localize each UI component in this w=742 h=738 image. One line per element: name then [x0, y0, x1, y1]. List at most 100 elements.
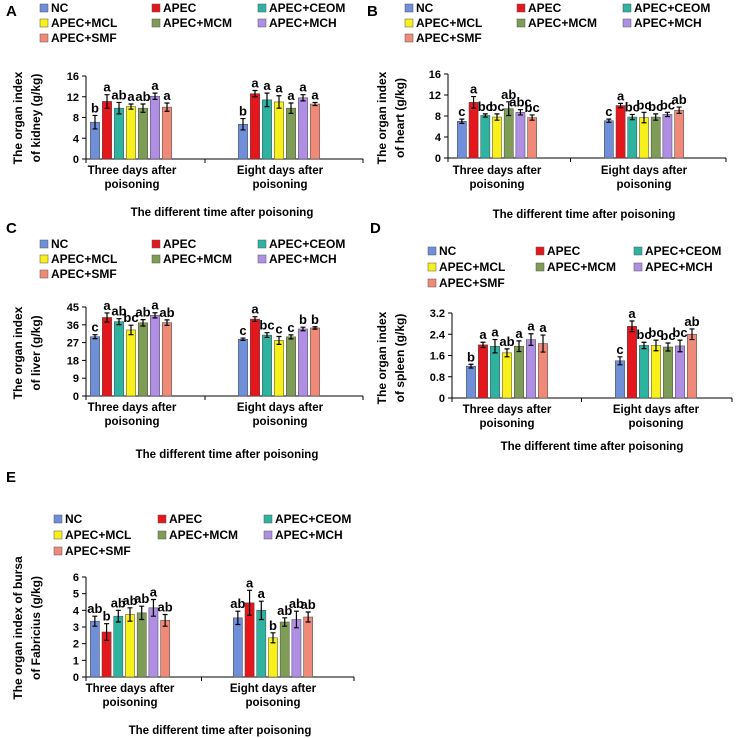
x-category-label: Eight days after poisoning [230, 683, 317, 709]
y-tick-label: 0 [435, 153, 441, 165]
significance-letter: c [239, 323, 246, 338]
panel-label-e: E [6, 469, 16, 486]
x-axis-label: The different time after poisoning [493, 209, 676, 221]
legend-swatch [427, 262, 437, 272]
y-tick-label: 12 [67, 92, 79, 104]
error-bar [480, 341, 486, 349]
y-tick-label: 3.2 [430, 308, 445, 320]
error-bar [305, 611, 311, 623]
legend-swatch [53, 530, 63, 540]
significance-letter: a [163, 88, 171, 103]
significance-letter: a [617, 88, 625, 103]
error-bar [252, 316, 258, 323]
x-category-label: Three days after poisoning [88, 402, 177, 428]
legend-entry: APEC [163, 237, 197, 251]
y-tick-label: 4 [73, 605, 80, 617]
legend-entry: APEC+MCM [169, 528, 238, 542]
bar [639, 345, 649, 399]
significance-letter: bc [259, 318, 274, 333]
significance-letter: a [299, 80, 307, 95]
significance-letter: b [299, 312, 307, 327]
significance-letter: bc [123, 310, 138, 325]
legend-entry: APEC+MCL [51, 16, 117, 30]
error-bar [517, 109, 523, 116]
significance-letter: a [151, 78, 159, 93]
bar [114, 107, 124, 160]
bar [490, 345, 500, 399]
error-bar [116, 318, 122, 326]
x-category-label: Three days after poisoning [453, 165, 542, 191]
x-axis-label: The different time after poisoning [129, 725, 312, 737]
error-bar [516, 340, 522, 353]
x-category-label: Three days after poisoning [463, 404, 552, 430]
significance-letter: bc [648, 99, 663, 114]
panel-d: D NC APEC APEC+CEOM APEC+MCL APEC+MCM APEC+MCH… [370, 220, 733, 453]
panel-a: A NC APEC APEC+CEOM APEC+MCL APEC+MCM APEC+MCH… [6, 1, 364, 219]
error-bar [150, 598, 156, 617]
legend-entry: APEC+MCM [528, 16, 597, 30]
bar [162, 106, 172, 160]
significance-letter: ab [134, 591, 149, 606]
error-bar [92, 114, 98, 130]
significance-letter: bc [648, 325, 663, 340]
legend-swatch [39, 3, 49, 13]
bar [138, 322, 148, 397]
significance-letter: ab [135, 89, 150, 104]
legend-entry: APEC+MCL [416, 16, 482, 30]
bar [480, 115, 491, 159]
significance-letter: a [150, 585, 158, 600]
legend-entry: APEC [528, 1, 562, 15]
significance-letter: abc [509, 95, 531, 110]
x-category-label: Three days after poisoning [86, 683, 175, 709]
error-bar [482, 113, 488, 118]
y-tick-label: 3 [73, 622, 79, 634]
legend-swatch [633, 246, 643, 256]
legend-swatch [263, 514, 273, 524]
legend-entry: APEC+SMF [51, 267, 117, 281]
significance-letter: a [287, 88, 295, 103]
legend-entry: APEC+MCM [547, 260, 616, 274]
legend-swatch [257, 3, 267, 13]
x-axis-label: The different time after poisoning [131, 207, 314, 219]
error-bar [264, 332, 270, 339]
x-axis-label: The different time after poisoning [136, 449, 319, 461]
error-bar [128, 324, 134, 336]
error-bar [282, 617, 288, 627]
error-bar [128, 103, 134, 110]
y-tick-label: 0 [73, 672, 79, 684]
significance-letter: a [527, 319, 535, 334]
y-axis-label: The organ index of spleen (g/kg) [375, 311, 407, 404]
x-category-label: Eight days after poisoning [237, 402, 324, 428]
error-bar [152, 92, 158, 100]
legend-swatch [404, 18, 414, 28]
x-axis-label: The different time after poisoning [501, 441, 684, 453]
significance-letter: ab [672, 92, 687, 107]
x-category-label: Eight days after poisoning [613, 404, 700, 430]
significance-letter: bc [636, 327, 651, 342]
bar [286, 107, 296, 160]
significance-letter: ab [501, 87, 516, 102]
panel-label-c: C [6, 220, 17, 237]
legend-swatch [151, 3, 161, 13]
bar [310, 327, 320, 397]
y-tick-label: 9 [73, 373, 79, 385]
legend: NC APEC APEC+CEOM APEC+MCL APEC+MCM APEC+MCH A… [404, 1, 710, 45]
legend-entry: APEC+SMF [439, 276, 505, 290]
error-bar [140, 319, 146, 327]
error-bar [152, 312, 158, 319]
bar [502, 352, 512, 399]
y-tick-label: 8 [73, 113, 79, 125]
bar [150, 95, 160, 160]
significance-letter: bc [660, 97, 675, 112]
error-bar [540, 334, 546, 353]
y-tick-label: 1.6 [430, 351, 445, 363]
bar [114, 321, 124, 397]
legend-swatch [622, 18, 632, 28]
bar [102, 101, 112, 160]
significance-letter: a [628, 306, 636, 321]
significance-letter: a [258, 586, 266, 601]
legend-entry: APEC+MCH [269, 252, 337, 266]
significance-letter: bc [525, 100, 540, 115]
error-bar [276, 95, 282, 109]
error-bar [115, 609, 121, 623]
